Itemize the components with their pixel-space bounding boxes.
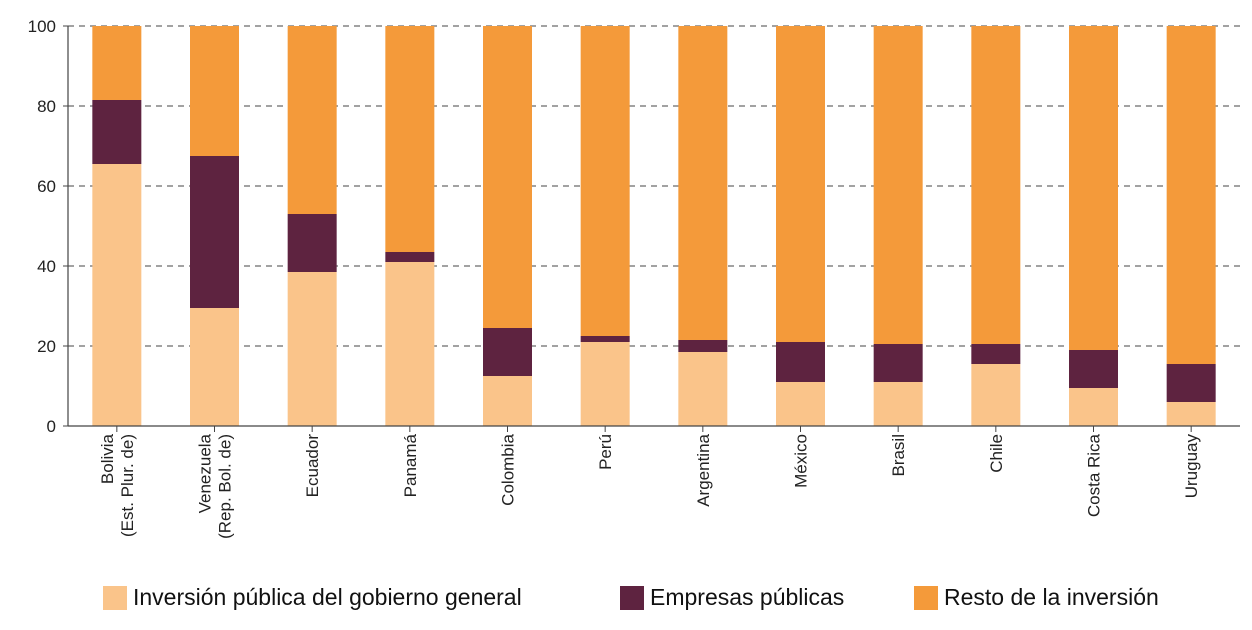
x-label-7-line-0: México (792, 434, 811, 488)
bar-5-series-1 (580, 336, 630, 342)
bar-10-series-0 (1069, 388, 1118, 426)
bar-11-series-1 (1166, 364, 1216, 402)
bar-9-series-0 (971, 364, 1021, 426)
bar-7-series-0 (776, 382, 825, 426)
bar-2-series-2 (287, 26, 337, 214)
bar-10-series-2 (1069, 26, 1118, 350)
legend: Inversión pública del gobierno general E… (0, 584, 1252, 620)
bar-6-series-1 (678, 340, 728, 352)
legend-item-inversion-publica: Inversión pública del gobierno general (103, 584, 522, 611)
bar-8-series-1 (873, 344, 923, 382)
legend-label-inversion-publica: Inversión pública del gobierno general (133, 584, 522, 610)
legend-swatch-inversion-publica (103, 585, 127, 610)
bars (92, 26, 1216, 426)
x-label-8-line-0: Brasil (889, 434, 908, 477)
bar-10-series-1 (1069, 350, 1118, 388)
bar-9-series-2 (971, 26, 1021, 344)
y-tick-label-0: 0 (47, 417, 56, 436)
bar-1-series-2 (190, 26, 239, 156)
bar-4-series-0 (483, 376, 532, 426)
bar-9-series-1 (971, 344, 1021, 364)
bar-3-series-0 (385, 262, 435, 426)
legend-item-empresas-publicas: Empresas públicas (620, 584, 844, 611)
x-axis-labels: Bolivia (Est. Plur. de) Venezuela (Rep. Bol… (98, 433, 1201, 538)
x-label-1-line-1: (Rep. Bol. de) (216, 434, 235, 539)
bar-2-series-0 (287, 272, 337, 426)
x-label-3-line-0: Panamá (401, 433, 420, 497)
x-label-2-line-0: Ecuador (303, 434, 322, 498)
bar-0-series-2 (92, 26, 142, 100)
bar-0-series-0 (92, 164, 142, 426)
bar-1-series-0 (190, 308, 239, 426)
x-label-9-line-0: Chile (987, 434, 1006, 473)
x-label-1-line-0: Venezuela (196, 433, 215, 513)
bar-5-series-2 (580, 26, 630, 336)
y-axis-ticks: 0 20 40 60 80 100 (28, 17, 68, 436)
axes (67, 26, 1240, 432)
bar-7-series-2 (776, 26, 825, 342)
bar-6-series-2 (678, 26, 728, 340)
bar-5-series-0 (580, 342, 630, 426)
bar-4-series-1 (483, 328, 532, 376)
x-label-10-line-0: Costa Rica (1085, 433, 1104, 517)
x-label-11-line-0: Uruguay (1182, 434, 1201, 499)
y-tick-label-100: 100 (28, 17, 56, 36)
legend-label-empresas-publicas: Empresas públicas (650, 584, 845, 610)
bar-11-series-2 (1166, 26, 1216, 364)
bar-3-series-1 (385, 252, 435, 262)
bar-11-series-0 (1166, 402, 1216, 426)
legend-item-resto-inversion: Resto de la inversión (914, 584, 1159, 611)
x-label-0-line-0: Bolivia (98, 433, 117, 484)
x-label-5-line-0: Perú (596, 434, 615, 470)
bar-3-series-2 (385, 26, 435, 252)
legend-swatch-resto-inversion (914, 585, 938, 610)
x-label-4-line-0: Colombia (499, 433, 518, 505)
bar-8-series-2 (873, 26, 923, 344)
bar-6-series-0 (678, 352, 728, 426)
x-label-0-line-1: (Est. Plur. de) (118, 434, 137, 537)
y-tick-label-20: 20 (37, 337, 56, 356)
gridlines (68, 25, 1240, 347)
legend-label-resto-inversion: Resto de la inversión (944, 584, 1159, 610)
legend-swatch-empresas-publicas (620, 585, 644, 610)
bar-1-series-1 (190, 156, 239, 308)
stacked-bar-chart: 0 20 40 60 80 100 Bolivia (Est. Plur. de) Venez… (28, 17, 1240, 539)
bar-8-series-0 (873, 382, 923, 426)
y-tick-label-80: 80 (37, 97, 56, 116)
y-tick-label-40: 40 (37, 257, 56, 276)
y-tick-label-60: 60 (37, 177, 56, 196)
bar-0-series-1 (92, 100, 142, 164)
x-label-6-line-0: Argentina (694, 433, 713, 506)
bar-4-series-2 (483, 26, 532, 328)
bar-7-series-1 (776, 342, 825, 382)
bar-2-series-1 (287, 214, 337, 272)
